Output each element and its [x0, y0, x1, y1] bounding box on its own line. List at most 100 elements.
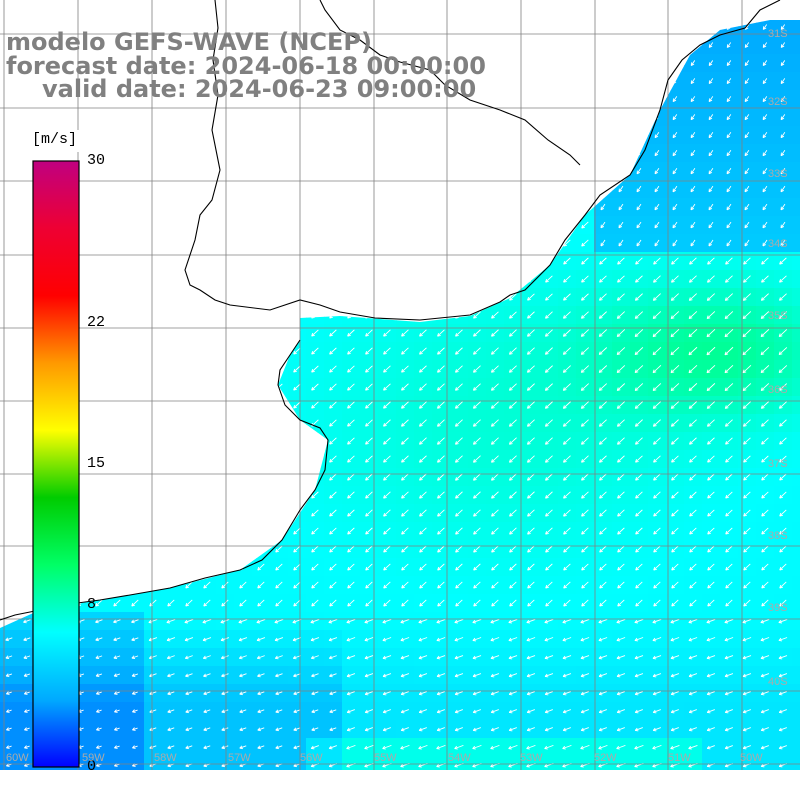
wind-arrow — [545, 473, 553, 481]
wind-arrow — [437, 491, 445, 499]
wind-arrow — [131, 619, 139, 624]
wind-speed-cell — [792, 720, 800, 739]
wind-arrow — [671, 509, 679, 517]
wind-arrow — [743, 437, 751, 445]
wind-arrow — [563, 311, 571, 319]
lon-label-60w: 60W — [6, 752, 29, 764]
lat-label-33s: 33S — [768, 168, 788, 180]
wind-arrow — [742, 383, 752, 392]
wind-arrow — [329, 599, 337, 607]
wind-arrow — [473, 455, 481, 463]
colorbar-tick-22: 22 — [87, 313, 106, 331]
wind-arrow — [347, 347, 355, 355]
wind-arrow — [599, 491, 607, 499]
wind-arrow — [311, 329, 319, 337]
wind-arrow — [419, 473, 427, 481]
wind-arrow — [329, 563, 337, 571]
wind-arrow — [113, 619, 121, 624]
wind-arrow — [491, 473, 499, 481]
wind-arrow — [527, 293, 535, 301]
wind-arrow — [455, 563, 463, 571]
wind-arrow — [455, 473, 463, 481]
wind-arrow — [690, 132, 696, 139]
wind-arrow — [491, 365, 499, 373]
wind-arrow — [545, 329, 553, 337]
colorbar-unit: [m/s] — [32, 131, 78, 148]
wind-speed-cell — [126, 756, 145, 770]
wind-arrow — [329, 509, 337, 517]
wind-arrow — [760, 365, 770, 374]
wind-speed-cell — [252, 756, 271, 770]
wind-speed-cell — [18, 756, 37, 770]
wind-arrow — [762, 60, 768, 66]
wind-arrow — [634, 365, 644, 374]
wind-arrow — [203, 581, 211, 589]
wind-arrow — [690, 221, 696, 229]
wind-arrow — [725, 455, 733, 463]
wind-arrow — [690, 78, 696, 85]
wind-arrow — [708, 185, 714, 193]
wind-arrow — [689, 509, 697, 517]
wind-arrow — [708, 167, 714, 175]
wind-arrow — [761, 455, 769, 463]
wind-arrow — [706, 401, 716, 409]
wind-arrow — [654, 167, 660, 175]
wind-arrow — [491, 329, 499, 337]
wind-arrow — [725, 581, 733, 589]
wind-arrow — [744, 185, 750, 193]
wind-arrow — [616, 419, 625, 427]
wind-arrow — [671, 527, 679, 535]
wind-arrow — [419, 401, 427, 409]
wind-arrow — [635, 563, 643, 571]
wind-arrow — [563, 491, 571, 499]
lat-label-36s: 36S — [768, 384, 788, 396]
wind-speed-cell — [792, 216, 800, 235]
wind-arrow — [311, 563, 319, 571]
wind-arrow — [437, 563, 445, 571]
wind-arrow — [762, 114, 768, 121]
wind-arrow — [347, 581, 355, 589]
wind-arrow — [743, 455, 751, 463]
wind-arrow — [707, 545, 715, 553]
wind-arrow — [671, 581, 679, 589]
wind-arrow — [761, 257, 769, 265]
wind-arrow — [708, 60, 714, 66]
wind-arrow — [778, 365, 788, 373]
wind-arrow — [257, 599, 265, 607]
map-title: modelo GEFS-WAVE (NCEP) — [6, 28, 372, 56]
wind-arrow — [653, 581, 661, 589]
wind-arrow — [762, 239, 768, 247]
wind-arrow — [725, 257, 733, 265]
wind-arrow — [401, 329, 409, 337]
wind-arrow — [689, 275, 697, 283]
wind-arrow — [365, 419, 373, 427]
wind-arrow — [239, 581, 247, 589]
wind-speed-cell — [738, 756, 757, 770]
wind-arrow — [401, 419, 409, 427]
wind-arrow — [311, 599, 319, 607]
lon-label-50w: 50W — [740, 752, 763, 764]
wind-arrow — [690, 239, 696, 247]
wind-arrow — [617, 545, 625, 553]
wind-speed-cell — [792, 396, 800, 415]
wind-arrow — [600, 221, 606, 229]
wind-speed-cell — [792, 684, 800, 703]
wind-arrow — [329, 401, 337, 409]
wind-arrow — [455, 491, 463, 499]
wind-arrow — [744, 239, 750, 247]
wind-arrow — [419, 347, 427, 355]
wind-arrow — [598, 347, 608, 355]
wind-arrow — [562, 383, 571, 391]
wind-arrow — [780, 114, 786, 121]
wind-arrow — [401, 347, 409, 355]
wind-arrow — [744, 114, 750, 121]
wind-arrow — [708, 149, 714, 157]
wind-arrow — [708, 221, 714, 229]
wind-arrow — [707, 581, 715, 589]
wind-arrow — [581, 239, 589, 247]
wind-arrow — [706, 419, 715, 427]
wind-arrow — [689, 563, 697, 571]
wind-arrow — [652, 365, 662, 374]
wind-arrow — [490, 401, 499, 409]
